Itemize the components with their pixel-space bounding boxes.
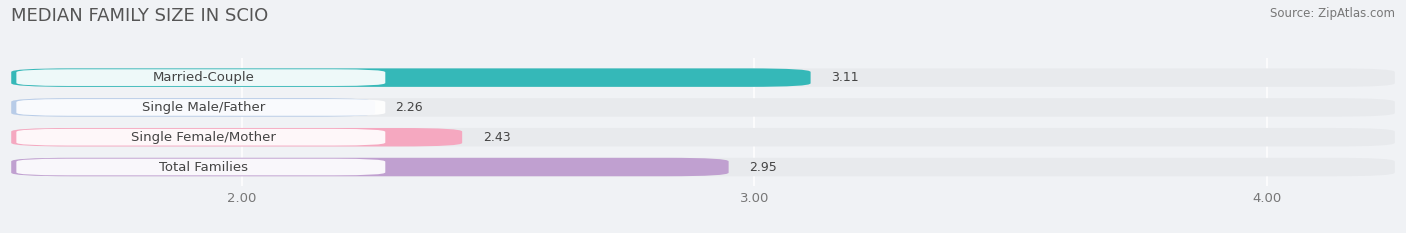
FancyBboxPatch shape — [11, 98, 1395, 117]
Text: 2.95: 2.95 — [749, 161, 778, 174]
FancyBboxPatch shape — [11, 128, 1395, 147]
FancyBboxPatch shape — [11, 158, 1395, 176]
FancyBboxPatch shape — [11, 128, 463, 147]
FancyBboxPatch shape — [11, 68, 811, 87]
Text: 2.26: 2.26 — [395, 101, 423, 114]
FancyBboxPatch shape — [17, 129, 385, 146]
FancyBboxPatch shape — [11, 68, 1395, 87]
Text: Single Female/Mother: Single Female/Mother — [131, 131, 276, 144]
Text: Total Families: Total Families — [159, 161, 247, 174]
Text: Single Male/Father: Single Male/Father — [142, 101, 264, 114]
Text: Source: ZipAtlas.com: Source: ZipAtlas.com — [1270, 7, 1395, 20]
FancyBboxPatch shape — [11, 98, 375, 117]
Text: 2.43: 2.43 — [482, 131, 510, 144]
FancyBboxPatch shape — [17, 99, 385, 116]
FancyBboxPatch shape — [17, 159, 385, 175]
Text: Married-Couple: Married-Couple — [152, 71, 254, 84]
FancyBboxPatch shape — [17, 69, 385, 86]
Text: 3.11: 3.11 — [831, 71, 859, 84]
FancyBboxPatch shape — [11, 158, 728, 176]
Text: MEDIAN FAMILY SIZE IN SCIO: MEDIAN FAMILY SIZE IN SCIO — [11, 7, 269, 25]
